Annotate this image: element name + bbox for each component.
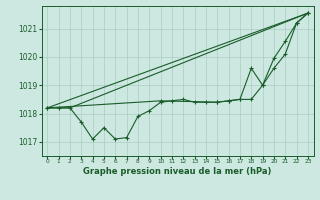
X-axis label: Graphe pression niveau de la mer (hPa): Graphe pression niveau de la mer (hPa) [84, 167, 272, 176]
